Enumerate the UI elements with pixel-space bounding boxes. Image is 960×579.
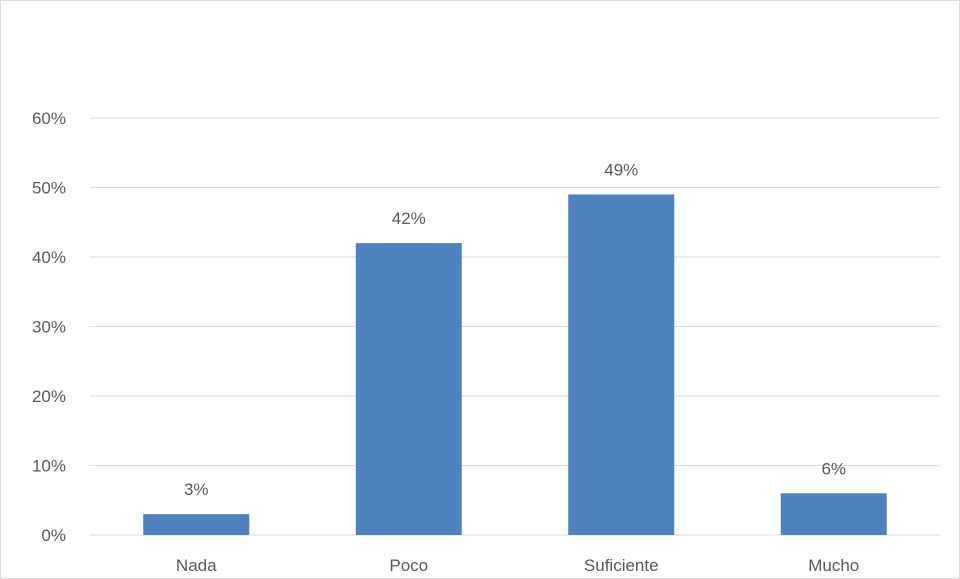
data-label-nada: 3% xyxy=(184,480,209,499)
gridlines xyxy=(90,117,940,536)
category-label-mucho: Mucho xyxy=(808,556,859,575)
y-tick-label: 50% xyxy=(32,179,66,198)
data-labels: 3% 42% 49% 6% xyxy=(184,160,846,499)
bar-poco xyxy=(355,243,462,535)
category-label-suficiente: Suficiente xyxy=(584,556,659,575)
bar-suficiente xyxy=(568,194,675,535)
y-tick-label: 0% xyxy=(41,526,66,545)
x-axis-category-labels: Nada Poco Suficiente Mucho xyxy=(176,556,859,575)
y-axis-tick-labels: 0% 10% 20% 30% 40% 50% 60% xyxy=(32,109,66,545)
category-label-nada: Nada xyxy=(176,556,217,575)
y-tick-label: 30% xyxy=(32,318,66,337)
bars xyxy=(143,194,887,535)
data-label-suficiente: 49% xyxy=(604,160,638,179)
category-label-poco: Poco xyxy=(389,556,428,575)
data-label-mucho: 6% xyxy=(821,459,846,478)
data-label-poco: 42% xyxy=(392,209,426,228)
y-tick-label: 40% xyxy=(32,248,66,267)
y-tick-label: 60% xyxy=(32,109,66,128)
y-tick-label: 10% xyxy=(32,457,66,476)
bar-mucho xyxy=(780,493,887,535)
y-tick-label: 20% xyxy=(32,387,66,406)
bar-nada xyxy=(143,514,250,535)
